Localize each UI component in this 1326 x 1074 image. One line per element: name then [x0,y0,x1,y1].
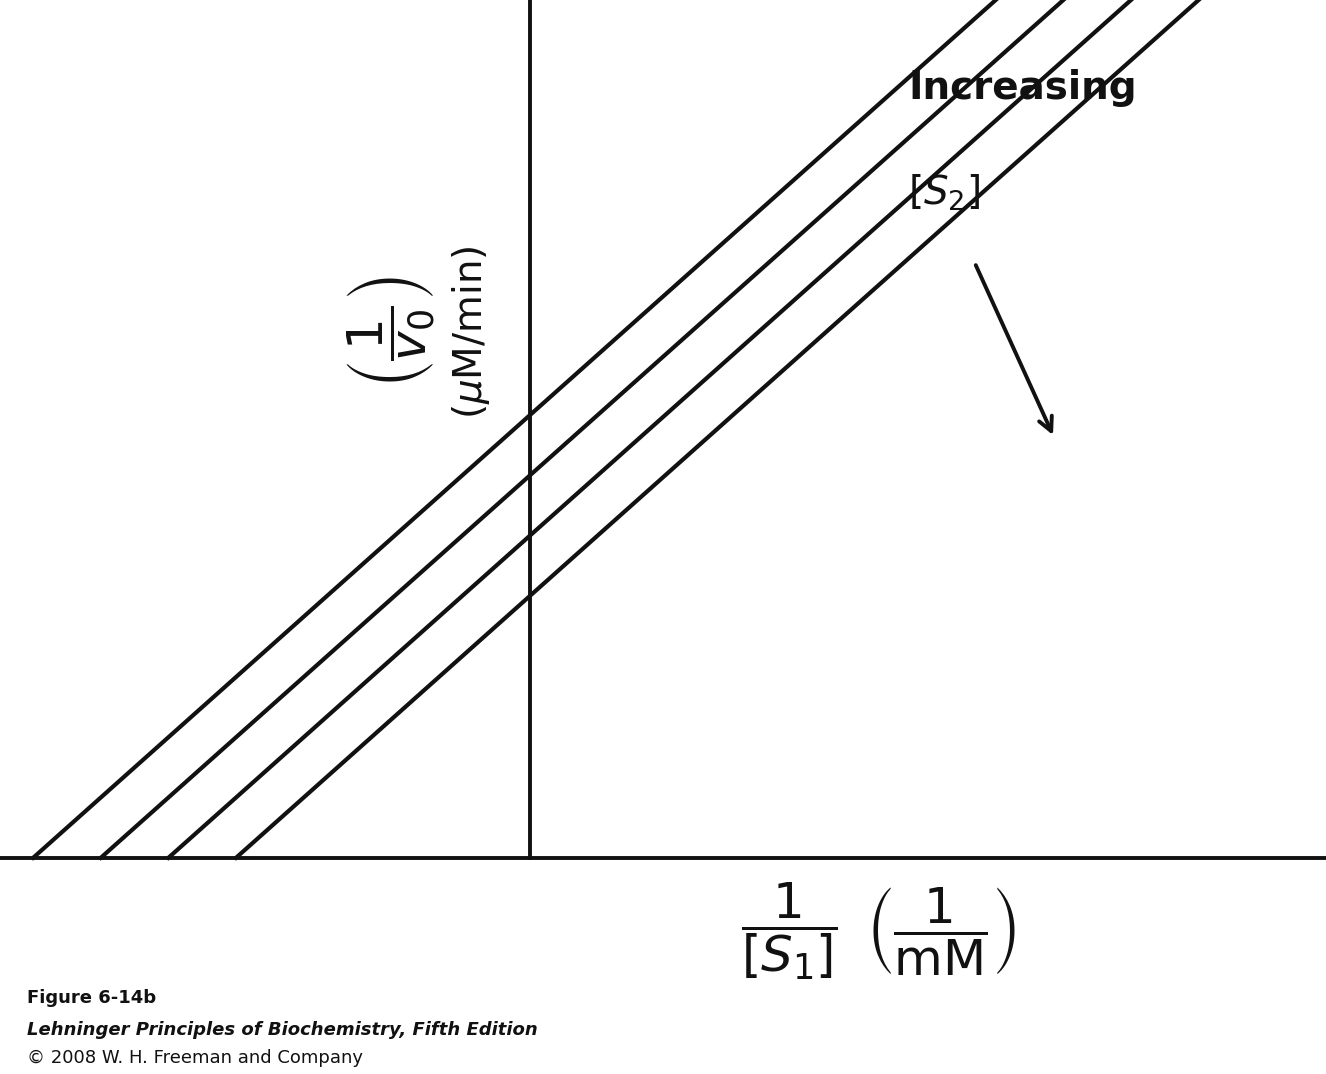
Text: Figure 6-14b: Figure 6-14b [27,989,155,1007]
Text: $\left(\mu\mathrm{M/min}\right)$: $\left(\mu\mathrm{M/min}\right)$ [450,246,492,420]
Text: Lehninger Principles of Biochemistry, Fifth Edition: Lehninger Principles of Biochemistry, Fi… [27,1021,537,1040]
Text: $\left(\dfrac{1}{\mathrm{mM}}\right)$: $\left(\dfrac{1}{\mathrm{mM}}\right)$ [866,885,1017,977]
Text: © 2008 W. H. Freeman and Company: © 2008 W. H. Freeman and Company [27,1049,362,1068]
Text: $[S_2]$: $[S_2]$ [908,173,980,213]
Text: Increasing: Increasing [908,69,1136,106]
Text: $\dfrac{1}{[S_1]}$: $\dfrac{1}{[S_1]}$ [741,880,837,982]
Text: $\left(\dfrac{1}{v_0}\right)$: $\left(\dfrac{1}{v_0}\right)$ [345,277,438,389]
